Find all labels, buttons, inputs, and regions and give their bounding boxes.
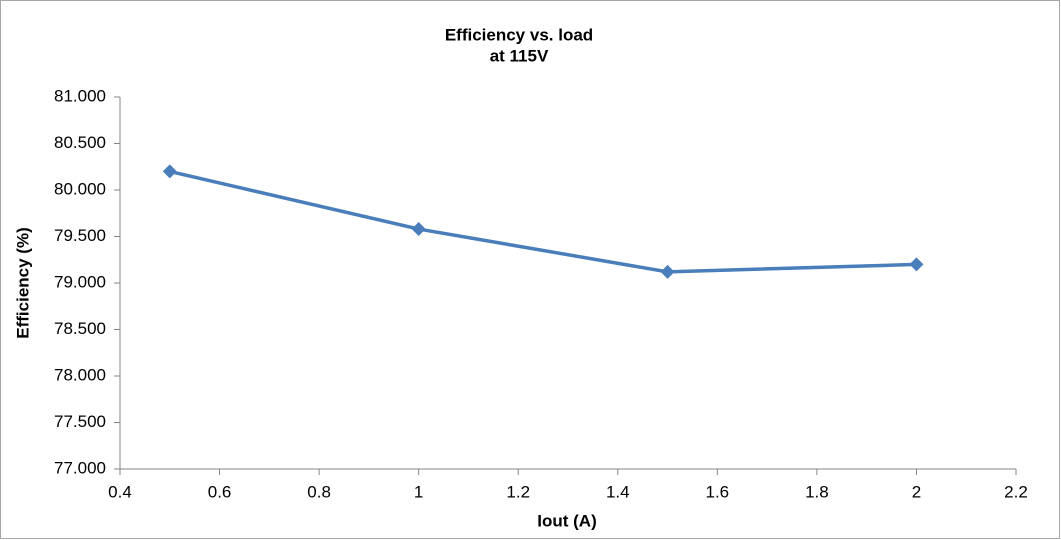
x-tick-label: 0.6 xyxy=(208,482,232,501)
chart-subtitle: at 115V xyxy=(490,46,549,65)
data-point xyxy=(162,164,177,179)
x-tick-label: 0.4 xyxy=(108,482,132,501)
y-tick-label: 80.000 xyxy=(54,179,106,198)
x-tick-label: 1 xyxy=(414,482,423,501)
series-line xyxy=(169,169,917,274)
x-tick-label: 2 xyxy=(912,482,921,501)
x-tick-label: 1.2 xyxy=(506,482,530,501)
x-tick-label: 0.8 xyxy=(307,482,331,501)
data-point xyxy=(660,264,675,279)
chart-title: Efficiency vs. load xyxy=(445,25,593,44)
y-tick-label: 79.500 xyxy=(54,226,106,245)
y-tick-label: 78.500 xyxy=(54,319,106,338)
y-tick-label: 79.000 xyxy=(54,272,106,291)
x-axis-label: Iout (A) xyxy=(537,511,596,530)
data-point xyxy=(909,257,924,272)
data-point xyxy=(411,222,426,237)
x-tick-label: 1.8 xyxy=(805,482,829,501)
y-tick-label: 81.000 xyxy=(54,86,106,105)
y-tick-label: 77.000 xyxy=(54,458,106,477)
y-tick-label: 77.500 xyxy=(54,412,106,431)
x-tick-label: 1.6 xyxy=(706,482,730,501)
y-tick-label: 78.000 xyxy=(54,365,106,384)
x-tick-label: 1.4 xyxy=(606,482,630,501)
y-axis-label: Efficiency (%) xyxy=(13,227,32,338)
x-tick-label: 2.2 xyxy=(1004,482,1028,501)
y-tick-label: 80.500 xyxy=(54,133,106,152)
